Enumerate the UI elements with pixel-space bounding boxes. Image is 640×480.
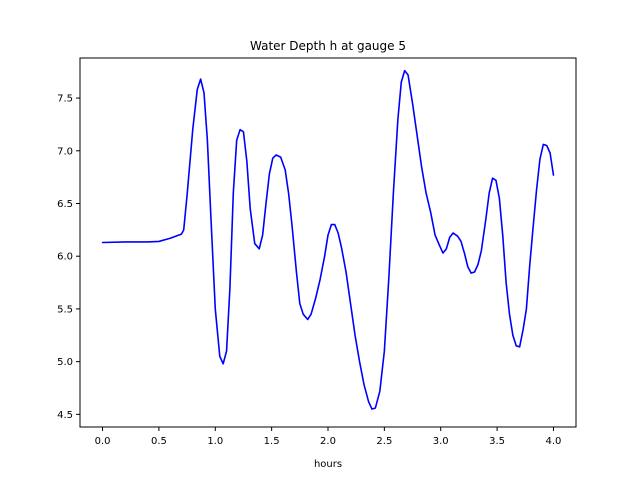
series-layer bbox=[101, 69, 555, 410]
y-axis: 4.5 5.0 5.5 6.0 6.5 7.0 7.5 bbox=[57, 94, 80, 421]
y-tick-label: 5.0 bbox=[57, 357, 73, 368]
x-axis: 0.0 0.5 1.0 1.5 2.0 2.5 3.0 3.5 4.0 bbox=[95, 427, 562, 447]
x-tick-label: 1.0 bbox=[207, 436, 223, 447]
y-tick-label: 4.5 bbox=[57, 410, 73, 421]
x-tick-label: 2.0 bbox=[320, 436, 336, 447]
y-tick-label: 7.5 bbox=[57, 94, 73, 105]
x-tick-label: 0.0 bbox=[95, 436, 111, 447]
y-tick-label: 6.0 bbox=[57, 252, 73, 263]
x-tick-label: 4.0 bbox=[546, 436, 562, 447]
x-tick-label: 3.0 bbox=[433, 436, 449, 447]
x-tick-label: 0.5 bbox=[151, 436, 167, 447]
x-tick-label: 2.5 bbox=[376, 436, 392, 447]
y-tick-label: 7.0 bbox=[57, 146, 73, 157]
x-tick-label: 3.5 bbox=[489, 436, 505, 447]
x-tick-label: 1.5 bbox=[264, 436, 280, 447]
y-tick-label: 5.5 bbox=[57, 304, 73, 315]
x-axis-label: hours bbox=[314, 459, 342, 470]
series-line-1 bbox=[101, 69, 555, 410]
y-tick-label: 6.5 bbox=[57, 199, 73, 210]
chart-title: Water Depth h at gauge 5 bbox=[250, 39, 406, 53]
